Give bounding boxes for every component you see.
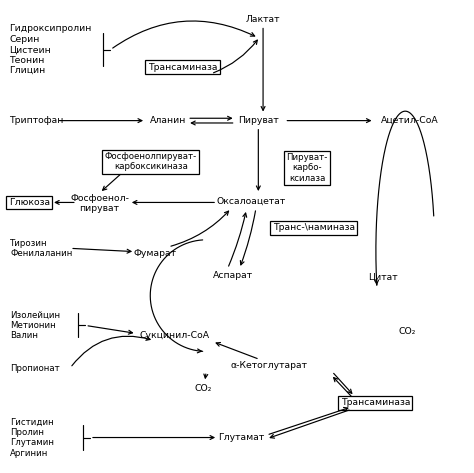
Text: Транс-\наминаза: Транс-\наминаза [273,223,355,233]
Text: Глутамат: Глутамат [219,433,265,442]
Text: Цитат: Цитат [368,272,398,281]
Text: Пропионат: Пропионат [10,364,60,374]
Text: Пируват-
карбо-
ксилаза: Пируват- карбо- ксилаза [286,153,328,183]
Text: Гистидин
Пролин
Глутамин
Аргинин: Гистидин Пролин Глутамин Аргинин [10,418,55,457]
Text: Фосфоенол-
пируват: Фосфоенол- пируват [70,193,129,213]
Text: Сукцинил-СоА: Сукцинил-СоА [139,331,210,341]
Text: Изолейцин
Метионин
Валин: Изолейцин Метионин Валин [10,310,61,341]
Text: α-Кетоглутарат: α-Кетоглутарат [231,360,308,370]
Text: Трансаминаза: Трансаминаза [341,398,410,408]
Text: CO₂: CO₂ [398,326,415,336]
Text: Фосфоенолпируват-
карбоксикиназа: Фосфоенолпируват- карбоксикиназа [105,152,197,172]
Text: Триптофан: Триптофан [9,116,64,125]
Text: Фумарат: Фумарат [134,248,177,258]
Text: Аланин: Аланин [150,116,186,125]
Text: Пируват: Пируват [238,116,279,125]
Text: Аспарат: Аспарат [213,271,253,280]
Text: Ацетил-СоА: Ацетил-СоА [381,116,439,125]
Text: Тирозин
Фенилаланин: Тирозин Фенилаланин [10,238,73,258]
Text: Лактат: Лактат [246,15,280,25]
Text: CO₂: CO₂ [194,384,211,394]
Text: Трансаминаза: Трансаминаза [148,62,217,72]
Text: Глюкоза: Глюкоза [9,198,50,207]
Text: Гидроксипролин
Серин
Цистеин
Теонин
Глицин: Гидроксипролин Серин Цистеин Теонин Глиц… [9,25,92,75]
Text: Оксалоацетат: Оксалоацетат [217,196,286,206]
